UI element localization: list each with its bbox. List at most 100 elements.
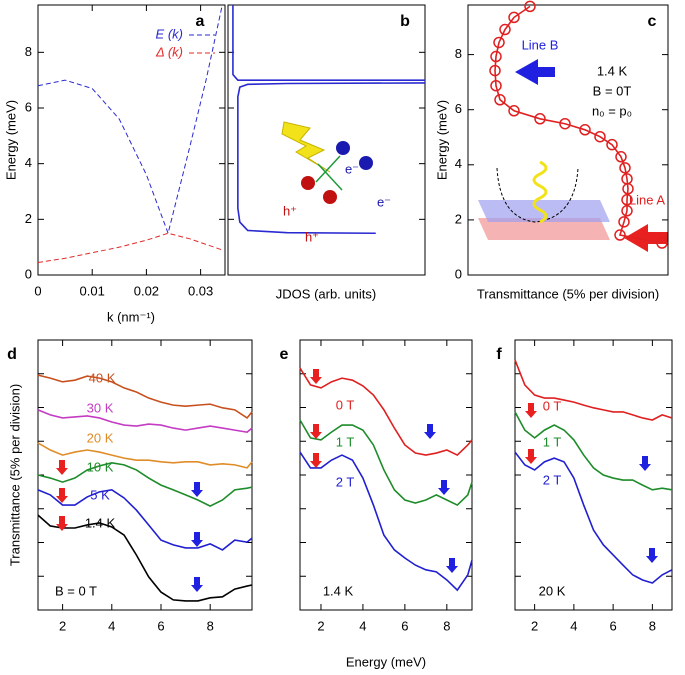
x-tick-label: 8 [649,618,656,633]
annotation: Line B [522,37,559,52]
annotation: 1.4 K [323,583,354,598]
series-line [37,374,253,420]
data-point [614,229,626,241]
series-label: 30 K [87,400,114,415]
x-axis-label: JDOS (arb. units) [276,286,376,301]
annotation: 1.4 K [597,63,628,78]
series-line [37,514,253,602]
plot-frame [467,4,669,276]
data-point [618,216,630,228]
y-tick-label: 4 [25,155,32,170]
legend-label: E (k) [156,26,183,41]
data-point [534,113,546,125]
data-point [490,79,502,92]
data-point [508,105,520,117]
arrow [424,424,436,439]
series-label: 1 T [336,434,355,449]
data-point [621,205,633,217]
series-line [37,442,253,469]
series-label: 2 T [336,474,355,489]
y-tick-label: 2 [25,211,32,226]
x-tick-label: 6 [401,618,408,633]
series-label: 2 T [543,472,562,487]
x-tick-label: 0.03 [188,283,213,298]
series-label: 0 T [336,397,355,412]
x-tick-label: 4 [108,618,115,633]
arrow [646,548,658,563]
panel-label: c [648,13,657,30]
series-line [299,419,473,507]
data-point [524,0,536,13]
data-point [619,162,631,174]
y-tick-label: 6 [455,101,462,116]
series-line [37,462,253,507]
y-axis-label: Energy (meV) [434,100,449,180]
plot-frame [37,4,226,276]
annotation: h⁺ [283,203,297,218]
data-point [621,194,633,206]
data-point [489,64,501,77]
x-tick-label: 6 [610,618,617,633]
series-line [232,5,425,81]
arrow [310,424,322,439]
arrow [310,453,322,468]
annotation: h⁺ [305,229,319,244]
x-tick-label: 0 [34,283,41,298]
y-tick-label: 8 [455,46,462,61]
x-tick-label: 4 [570,618,577,633]
series-line [37,489,253,551]
arrow [56,460,68,475]
x-axis-label: Energy (meV) [346,654,426,669]
data-point [579,124,591,136]
series-line [299,367,473,457]
x-axis-label: Transmittance (5% per division) [477,286,659,301]
y-tick-label: 4 [455,156,462,171]
x-tick-label: 4 [359,618,366,633]
annotation: B = 0 T [55,583,97,598]
x-axis-label: k (nm⁻¹) [107,309,155,324]
x-tick-label: 2 [317,618,324,633]
panel-label: a [196,13,205,30]
data-point [494,94,506,106]
data-point [559,117,571,130]
annotation: Line A [629,192,665,207]
arrow [56,516,68,531]
series-label: 20 K [87,430,114,445]
series-line [299,451,473,592]
series-line [514,411,673,491]
series-label: 1.4 K [85,515,116,530]
data-point [621,173,633,185]
series-label: 0 T [543,398,562,413]
x-tick-label: 8 [443,618,450,633]
legend-label: Δ (k) [155,44,183,59]
series-label: 5 K [90,487,110,502]
series-line [37,409,253,433]
annotation: e⁻ [345,161,359,176]
y-tick-label: 0 [455,266,462,281]
data-point [508,11,520,24]
y-tick-label: 0 [25,266,32,281]
arrow [56,488,68,503]
y-tick-label: 2 [455,211,462,226]
x-tick-label: 0.02 [134,283,159,298]
annotation: B = 0T [593,83,632,98]
data-point [490,50,502,63]
y-axis-label: Energy (meV) [3,100,18,180]
illustration-b [281,121,373,204]
series-line [37,4,223,235]
arrow [191,532,203,547]
plot-frame [227,4,426,276]
series-line [237,82,426,235]
data-point [656,237,668,249]
x-tick-label: 6 [157,618,164,633]
annotation: n₀ = p₀ [592,103,632,118]
illustration-c [478,59,668,252]
panel-label: f [496,346,502,363]
x-tick-label: 2 [59,618,66,633]
series-label: 10 K [87,459,114,474]
series-line [514,451,673,584]
data-point [615,151,627,163]
arrow [191,577,203,592]
data-point [493,36,505,49]
